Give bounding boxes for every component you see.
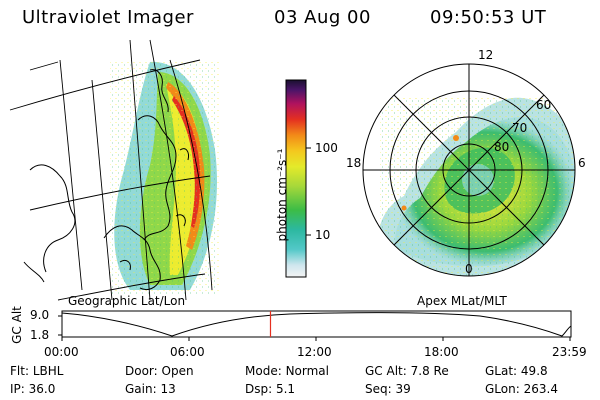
time-tick-0: 00:00	[44, 345, 79, 359]
gc-alt-min: 1.8	[30, 328, 50, 342]
mlt-label-18: 18	[346, 156, 362, 170]
mlt-label-0: 0	[465, 262, 473, 276]
info-ip: IP: 36.0	[10, 382, 56, 396]
mlat-label-60: 60	[536, 98, 552, 112]
date-label: 03 Aug 00	[274, 7, 371, 28]
mlat-label-70: 70	[512, 121, 528, 135]
info-door: Door: Open	[125, 364, 194, 378]
geographic-caption: Geographic Lat/Lon	[68, 294, 186, 308]
time-tick-4: 23:59	[552, 345, 587, 359]
info-seq: Seq: 39	[365, 382, 411, 396]
polar-caption: Apex MLat/MLT	[417, 294, 507, 308]
polar-plot	[362, 63, 576, 277]
time-tick-1: 06:00	[170, 345, 205, 359]
title-label: Ultraviolet Imager	[22, 7, 194, 28]
info-filter: Flt: LBHL	[10, 364, 64, 378]
mlt-label-6: 6	[578, 156, 586, 170]
info-mode: Mode: Normal	[245, 364, 329, 378]
mlt-label-12: 12	[478, 48, 494, 62]
colorbar-tick-10: 10	[315, 228, 331, 242]
coastline-outline	[23, 69, 189, 291]
info-dsp: Dsp: 5.1	[245, 382, 296, 396]
mlat-label-80: 80	[494, 140, 510, 154]
altitude-trace	[61, 312, 572, 337]
altitude-strip	[58, 310, 572, 341]
info-glon: GLon: 263.4	[485, 382, 558, 396]
colorbar-tick-100: 100	[315, 141, 338, 155]
info-gain: Gain: 13	[125, 382, 176, 396]
time-tick-3: 18:00	[424, 345, 459, 359]
gc-alt-axis-label: GC Alt	[10, 306, 24, 344]
colorbar-label: photon cm⁻²s⁻¹	[275, 148, 289, 242]
geographic-map	[9, 39, 220, 301]
gc-alt-max: 9.0	[30, 308, 50, 322]
info-glat: GLat: 49.8	[485, 364, 548, 378]
info-gc-alt: GC Alt: 7.8 Re	[365, 364, 449, 378]
colorbar	[285, 79, 311, 278]
time-tick-2: 12:00	[297, 345, 332, 359]
time-label: 09:50:53 UT	[430, 7, 547, 28]
